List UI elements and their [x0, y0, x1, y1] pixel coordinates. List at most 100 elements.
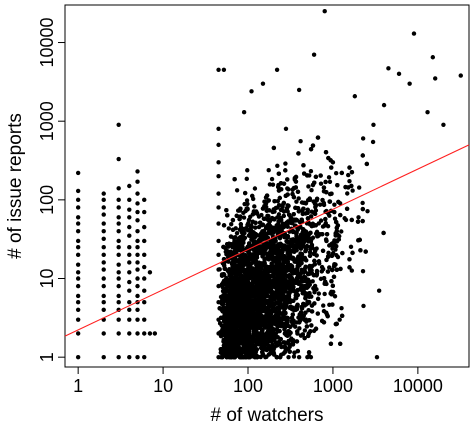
- data-point: [340, 250, 345, 256]
- data-point: [116, 317, 121, 322]
- data-point: [295, 258, 300, 263]
- data-point: [322, 223, 327, 228]
- data-point: [264, 283, 269, 288]
- data-point: [290, 277, 296, 283]
- data-point: [283, 161, 288, 166]
- data-point: [127, 354, 132, 360]
- data-point: [339, 305, 344, 311]
- data-point: [101, 212, 106, 217]
- data-point: [281, 316, 286, 322]
- data-point: [298, 234, 303, 239]
- data-point: [316, 291, 322, 296]
- data-point: [360, 218, 365, 224]
- data-point: [75, 354, 81, 360]
- data-point: [287, 305, 293, 311]
- data-point: [319, 269, 324, 274]
- data-point: [222, 350, 227, 355]
- data-point: [135, 307, 140, 313]
- data-point: [329, 165, 334, 170]
- data-point: [75, 215, 81, 220]
- data-point: [276, 171, 282, 176]
- data-point: [127, 224, 132, 230]
- data-point: [147, 270, 153, 275]
- data-point: [135, 260, 140, 265]
- data-point: [274, 67, 280, 73]
- data-point: [135, 209, 140, 215]
- data-point: [311, 52, 317, 57]
- data-point: [332, 209, 337, 215]
- data-point: [322, 9, 327, 14]
- data-point: [315, 311, 321, 316]
- data-point: [101, 197, 106, 203]
- data-point: [75, 245, 81, 250]
- data-point: [303, 264, 308, 269]
- data-point: [338, 212, 343, 218]
- data-point: [116, 197, 121, 203]
- data-point: [75, 252, 81, 258]
- data-point: [282, 321, 288, 327]
- data-point: [135, 238, 140, 244]
- data-point: [347, 257, 352, 262]
- data-point: [349, 217, 354, 223]
- data-point: [333, 171, 339, 176]
- data-point: [147, 331, 153, 336]
- data-point: [219, 301, 225, 306]
- data-point: [75, 205, 81, 210]
- data-point: [268, 351, 273, 356]
- data-point: [275, 163, 280, 168]
- data-point: [242, 201, 247, 207]
- data-point: [244, 198, 250, 203]
- data-point: [224, 276, 229, 281]
- data-point: [336, 237, 342, 242]
- data-point: [308, 146, 314, 152]
- data-point: [234, 213, 239, 219]
- data-point: [116, 156, 121, 162]
- data-point: [294, 218, 300, 223]
- data-point: [286, 187, 291, 192]
- data-point: [277, 328, 282, 334]
- data-point: [75, 238, 81, 244]
- data-point: [135, 201, 140, 206]
- data-point: [127, 183, 132, 189]
- data-point: [374, 354, 380, 360]
- data-point: [101, 260, 106, 265]
- data-point: [75, 197, 81, 203]
- data-point: [327, 265, 332, 270]
- data-point: [332, 294, 338, 299]
- data-point: [320, 248, 326, 253]
- data-point: [249, 89, 254, 94]
- data-point: [225, 268, 231, 273]
- data-point: [101, 205, 106, 210]
- data-point: [135, 245, 140, 250]
- data-point: [267, 182, 273, 187]
- data-point: [256, 239, 261, 245]
- data-point: [249, 281, 254, 287]
- data-point: [116, 122, 121, 127]
- data-point: [280, 202, 285, 208]
- data-point: [234, 258, 240, 264]
- data-point: [75, 228, 81, 234]
- data-point: [135, 169, 140, 174]
- data-point: [381, 230, 386, 236]
- data-point: [433, 76, 438, 81]
- data-point: [286, 291, 292, 296]
- data-point: [285, 315, 290, 321]
- data-point: [277, 195, 283, 201]
- data-point: [75, 188, 81, 194]
- data-point: [307, 253, 313, 258]
- data-point: [297, 326, 302, 331]
- data-point: [216, 191, 221, 196]
- data-point: [240, 226, 246, 232]
- data-point: [135, 331, 140, 336]
- data-point: [234, 230, 240, 236]
- data-point: [332, 202, 337, 207]
- data-point: [279, 344, 284, 350]
- data-point: [314, 198, 319, 203]
- data-point: [238, 222, 244, 227]
- data-point: [294, 199, 299, 204]
- data-point: [135, 218, 140, 223]
- data-point: [302, 328, 308, 333]
- data-point: [116, 252, 121, 258]
- data-point: [127, 279, 132, 285]
- data-point: [232, 177, 237, 182]
